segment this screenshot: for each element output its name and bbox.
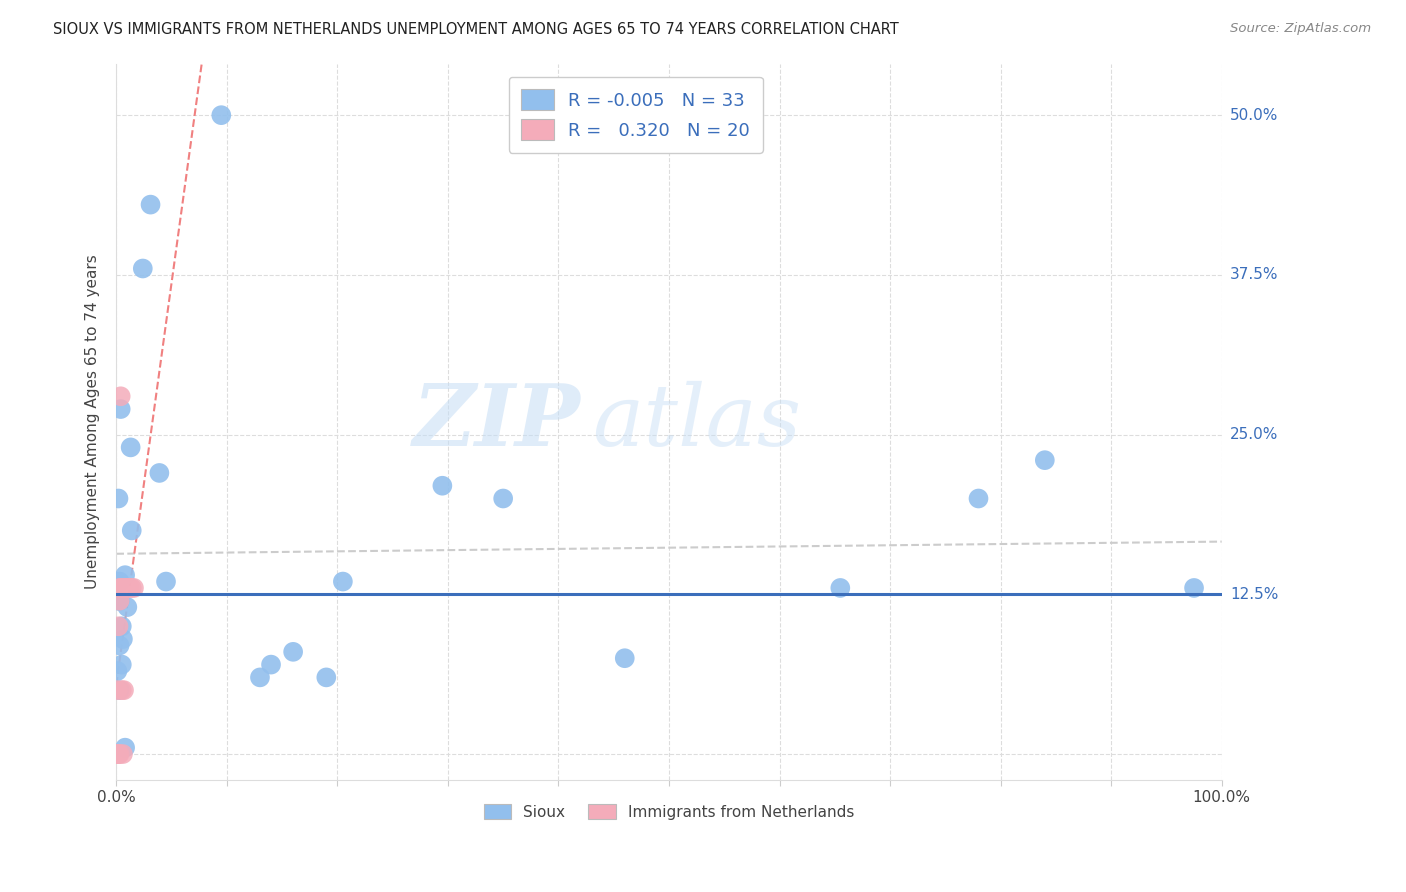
- Point: [110, 581, 132, 595]
- Point: [249, 670, 271, 684]
- Point: [148, 466, 170, 480]
- Point: [967, 491, 990, 506]
- Point: [1182, 581, 1205, 595]
- Point: [120, 441, 142, 455]
- Point: [117, 581, 139, 595]
- Text: SIOUX VS IMMIGRANTS FROM NETHERLANDS UNEMPLOYMENT AMONG AGES 65 TO 74 YEARS CORR: SIOUX VS IMMIGRANTS FROM NETHERLANDS UNE…: [53, 22, 900, 37]
- Point: [107, 747, 129, 761]
- Point: [118, 581, 141, 595]
- Point: [155, 574, 177, 589]
- Text: atlas: atlas: [592, 381, 801, 463]
- Point: [108, 574, 131, 589]
- Text: Source: ZipAtlas.com: Source: ZipAtlas.com: [1230, 22, 1371, 36]
- Point: [107, 619, 129, 633]
- Point: [111, 632, 134, 646]
- Point: [260, 657, 283, 672]
- Text: 37.5%: 37.5%: [1230, 268, 1278, 283]
- Point: [107, 491, 129, 506]
- Point: [107, 593, 129, 607]
- Point: [122, 581, 145, 595]
- Point: [110, 402, 132, 417]
- Point: [1033, 453, 1056, 467]
- Point: [111, 657, 134, 672]
- Point: [315, 670, 337, 684]
- Point: [209, 108, 232, 122]
- Point: [105, 747, 128, 761]
- Text: 25.0%: 25.0%: [1230, 427, 1278, 442]
- Point: [114, 581, 136, 595]
- Point: [121, 581, 143, 595]
- Point: [332, 574, 354, 589]
- Point: [121, 524, 143, 538]
- Point: [108, 593, 131, 607]
- Point: [108, 593, 131, 607]
- Point: [111, 619, 134, 633]
- Point: [115, 581, 138, 595]
- Y-axis label: Unemployment Among Ages 65 to 74 years: Unemployment Among Ages 65 to 74 years: [86, 254, 100, 590]
- Point: [105, 683, 128, 698]
- Point: [108, 747, 131, 761]
- Text: 50.0%: 50.0%: [1230, 108, 1278, 123]
- Point: [432, 479, 454, 493]
- Point: [105, 747, 128, 761]
- Point: [110, 389, 132, 403]
- Point: [108, 581, 131, 595]
- Point: [111, 581, 134, 595]
- Point: [830, 581, 852, 595]
- Point: [114, 740, 136, 755]
- Point: [111, 747, 134, 761]
- Point: [132, 261, 155, 276]
- Point: [112, 683, 135, 698]
- Point: [105, 664, 128, 678]
- Point: [139, 197, 162, 211]
- Text: ZIP: ZIP: [413, 380, 581, 464]
- Point: [108, 639, 131, 653]
- Point: [613, 651, 636, 665]
- Point: [111, 683, 134, 698]
- Point: [114, 568, 136, 582]
- Point: [281, 645, 304, 659]
- Point: [492, 491, 515, 506]
- Point: [108, 683, 131, 698]
- Legend: Sioux, Immigrants from Netherlands: Sioux, Immigrants from Netherlands: [478, 797, 860, 826]
- Point: [117, 600, 139, 615]
- Text: 12.5%: 12.5%: [1230, 587, 1278, 602]
